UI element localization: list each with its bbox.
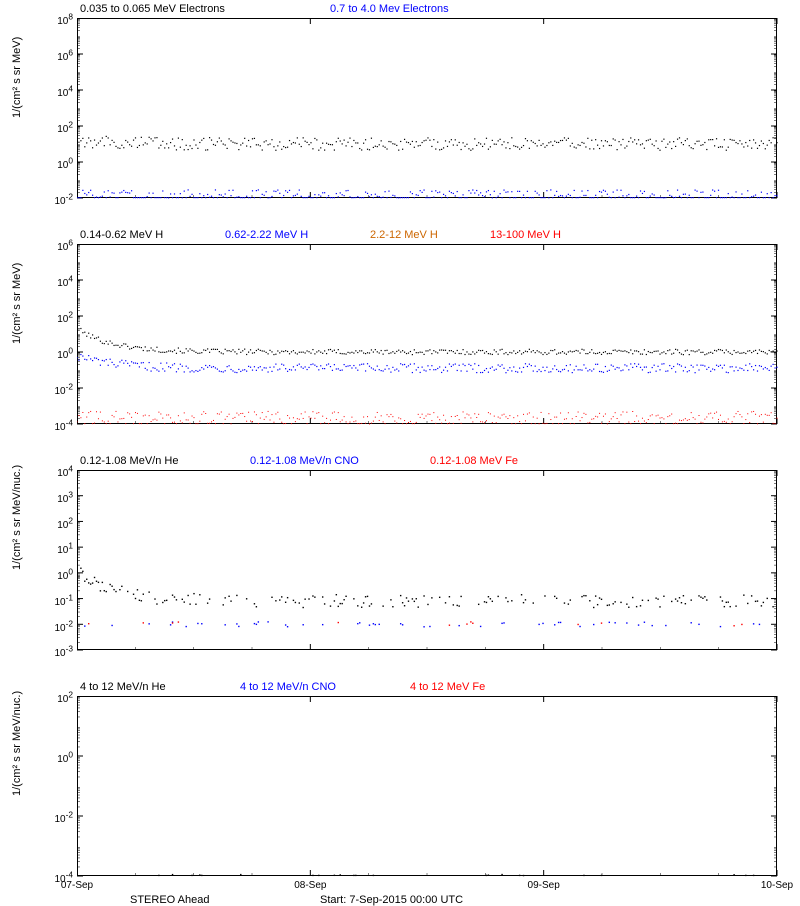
y-axis-label: 1/(cm² s sr MeV) (11, 98, 23, 118)
panel-svg (77, 470, 779, 652)
legend-item: 0.12-1.08 MeV/n CNO (250, 455, 359, 467)
y-tick-label: 100 (39, 750, 73, 765)
y-tick-label: 103 (39, 490, 73, 505)
legend-item: 4 to 12 MeV Fe (410, 681, 485, 693)
panel-svg (77, 696, 779, 878)
y-tick-label: 10-2 (39, 382, 73, 397)
y-tick-label: 10-2 (39, 810, 73, 825)
legend-item: 13-100 MeV H (490, 229, 561, 241)
panel-svg (77, 18, 779, 200)
y-tick-label: 106 (39, 48, 73, 63)
legend-item: 0.035 to 0.065 MeV Electrons (80, 3, 225, 15)
footer-left: STEREO Ahead (130, 894, 210, 906)
y-tick-label: 102 (39, 515, 73, 530)
y-axis-label: 1/(cm² s sr MeV/nuc.) (11, 776, 23, 796)
legend-item: 0.14-0.62 MeV H (80, 229, 163, 241)
legend-item: 0.12-1.08 MeV Fe (430, 455, 518, 467)
y-tick-label: 10-2 (39, 192, 73, 207)
y-tick-label: 100 (39, 567, 73, 582)
y-tick-label: 100 (39, 156, 73, 171)
y-tick-label: 102 (39, 120, 73, 135)
y-axis-label: 1/(cm² s sr MeV/nuc.) (11, 550, 23, 570)
legend-item: 0.7 to 4.0 Mev Electrons (330, 3, 449, 15)
y-tick-label: 100 (39, 346, 73, 361)
y-tick-label: 10-3 (39, 644, 73, 659)
footer-center: Start: 7-Sep-2015 00:00 UTC (320, 894, 463, 906)
y-tick-label: 108 (39, 12, 73, 27)
y-tick-label: 102 (39, 690, 73, 705)
legend-item: 4 to 12 MeV/n CNO (240, 681, 336, 693)
y-tick-label: 10-2 (39, 618, 73, 633)
legend-item: 4 to 12 MeV/n He (80, 681, 166, 693)
legend-item: 0.12-1.08 MeV/n He (80, 455, 178, 467)
y-tick-label: 10-1 (39, 593, 73, 608)
y-tick-label: 106 (39, 238, 73, 253)
y-tick-label: 104 (39, 84, 73, 99)
x-tick-label: 09-Sep (519, 880, 569, 891)
x-tick-label: 08-Sep (285, 880, 335, 891)
panel-svg (77, 244, 779, 426)
legend-item: 0.62-2.22 MeV H (225, 229, 308, 241)
y-tick-label: 101 (39, 541, 73, 556)
x-tick-label: 07-Sep (52, 880, 102, 891)
x-tick-label: 10-Sep (752, 880, 800, 891)
y-tick-label: 104 (39, 464, 73, 479)
y-tick-label: 10-4 (39, 418, 73, 433)
y-axis-label: 1/(cm² s sr MeV) (11, 324, 23, 344)
y-tick-label: 104 (39, 274, 73, 289)
y-tick-label: 102 (39, 310, 73, 325)
legend-item: 2.2-12 MeV H (370, 229, 438, 241)
